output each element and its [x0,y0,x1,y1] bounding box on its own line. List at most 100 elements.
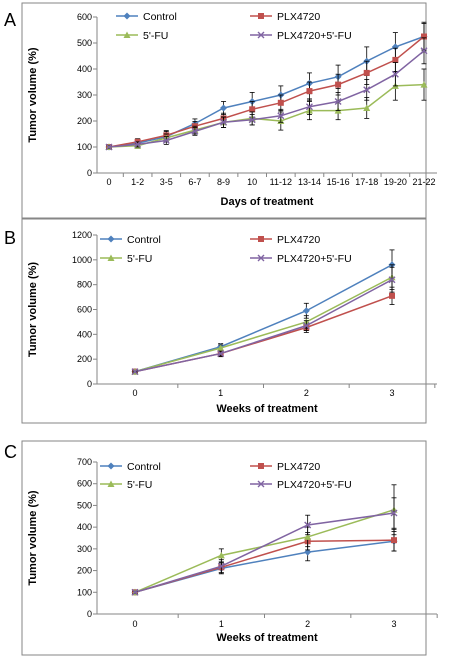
marker-cross [257,31,265,39]
series-line [108,35,425,148]
marker-cross [304,521,312,529]
series-line [134,540,395,594]
x-tick-label: 2 [304,388,309,398]
marker-square [421,33,427,40]
marker-cross [217,562,225,570]
marker-cross [363,86,371,94]
y-tick-label: 500 [77,38,92,48]
series-3 [131,497,398,596]
chart-panel-A: A 0 100 200 300 400 500 600 0 1-2 3-5 6-7 8-9 10 11-12… [4,2,437,219]
y-tick-label: 600 [77,479,92,489]
marker-cross [105,143,113,151]
panel-letter: C [4,442,17,462]
y-tick-label: 800 [77,280,92,290]
y-tick-label: 500 [77,500,92,510]
chart-frame [21,440,427,656]
y-tick-label: 100 [77,587,92,597]
marker-triangle [107,254,115,261]
marker-diamond [391,43,399,51]
panel-letter: B [4,228,16,248]
marker-cross [388,276,396,284]
x-tick-label: 21-22 [412,177,435,187]
marker-triangle [304,533,312,540]
marker-cross [162,137,170,144]
marker-square [391,537,397,544]
y-tick-label: 600 [77,12,92,22]
y-axis-title: Tumor volume (%) [27,490,39,585]
marker-diamond [107,462,115,470]
x-axis-title: Weeks of treatment [216,403,318,415]
x-axis-title: Days of treatment [221,196,314,208]
y-tick-label: 400 [77,522,92,532]
y-tick-label: 200 [77,116,92,126]
legend-label: 5'-FU [127,253,152,265]
x-tick-label: 1 [219,619,224,629]
marker-square [277,99,284,106]
x-tick-label: 1 [218,388,223,398]
marker-triangle [363,104,371,111]
series-1 [132,528,397,596]
marker-cross [131,588,139,596]
marker-triangle [107,480,115,487]
marker-diamond [107,235,115,243]
marker-cross [191,127,199,135]
y-tick-label: 0 [87,168,92,178]
x-tick-label: 3 [389,388,394,398]
series-line [108,50,425,148]
marker-square [306,88,313,95]
marker-diamond [304,548,312,556]
marker-cross [220,118,228,126]
marker-cross [217,350,225,358]
legend: Control PLX4720 5'-FU PLX4720+5'-FU [100,234,352,265]
series-line [134,276,393,373]
x-tick-label: 13-14 [298,177,321,187]
x-tick-label: 0 [132,388,137,398]
marker-square [389,292,395,299]
legend-label: PLX4720+5'-FU [277,30,352,42]
marker-square [363,69,370,76]
y-axis-title: Tumor volume (%) [27,47,39,142]
marker-cross [257,254,265,262]
marker-square [249,106,256,113]
marker-triangle [420,81,428,88]
x-tick-label: 0 [106,177,111,187]
marker-diamond [302,307,310,315]
legend-label: PLX4720+5'-FU [277,479,352,491]
legend: Control PLX4720 5'-FU PLX4720+5'-FU [116,11,352,42]
series-0 [131,249,396,376]
series-line [134,512,395,594]
x-tick-label: 2 [305,619,310,629]
legend-label: PLX4720 [277,11,320,23]
x-tick-label: 19-20 [384,177,407,187]
marker-square [392,56,399,63]
legend-label: PLX4720 [277,461,320,473]
marker-square [258,463,264,469]
y-tick-label: 400 [77,329,92,339]
x-tick-label: 1-2 [131,177,144,187]
x-tick-label: 17-18 [355,177,378,187]
y-tick-label: 1200 [72,230,92,240]
legend-label: 5'-FU [127,479,152,491]
x-tick-label: 10 [247,177,257,187]
marker-square [258,13,264,19]
series-line [134,539,395,594]
chart-panel-C: C 0 100 200 300 400 500 600 700 0 1 2 3 Weeks of trea… [4,440,438,656]
marker-cross [257,480,265,488]
x-tick-label: 3-5 [160,177,173,187]
panel-letter: A [4,10,16,30]
legend-label: PLX4720 [277,234,320,246]
marker-cross [302,322,310,330]
x-axis-title: Weeks of treatment [216,632,318,644]
series-2 [131,264,396,375]
y-tick-label: 700 [77,457,92,467]
y-axis-title: Tumor volume (%) [27,262,39,357]
y-tick-label: 300 [77,90,92,100]
marker-cross [391,70,399,78]
marker-cross [334,98,342,105]
y-tick-label: 0 [87,609,92,619]
marker-cross [390,509,398,517]
y-tick-label: 600 [77,305,92,315]
legend-label: Control [127,461,161,473]
legend: Control PLX4720 5'-FU PLX4720+5'-FU [100,461,352,491]
